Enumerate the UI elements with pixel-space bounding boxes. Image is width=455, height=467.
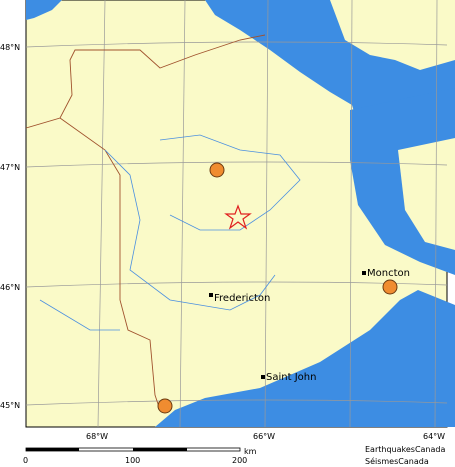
longitude-label: 64°W: [423, 432, 445, 441]
city-label: Moncton: [367, 268, 410, 279]
scale-label: 0: [23, 456, 28, 465]
city-label: Fredericton: [214, 293, 270, 304]
city-dots: [209, 271, 366, 379]
scale-label: 200: [232, 456, 247, 465]
latitude-label: 48°N: [0, 43, 20, 52]
latitude-label: 46°N: [0, 283, 20, 292]
latitude-label: 47°N: [0, 163, 20, 172]
latitude-label: 45°N: [0, 401, 20, 410]
rivers: [39, 134, 301, 331]
city-label: Saint John: [266, 372, 316, 383]
scale-bar: [25, 447, 241, 452]
scale-label: 100: [125, 456, 140, 465]
longitude-label: 68°W: [86, 432, 108, 441]
land: [330, 0, 455, 250]
longitude-label: 66°W: [253, 432, 275, 441]
borders: [25, 34, 266, 411]
credit: SéismesCanada: [365, 456, 429, 466]
graticule: [25, 0, 448, 428]
event-star: [224, 204, 252, 230]
earthquake-markers: [157, 162, 398, 414]
scale-unit: km: [244, 447, 257, 456]
credit: EarthquakesCanada: [365, 445, 445, 454]
